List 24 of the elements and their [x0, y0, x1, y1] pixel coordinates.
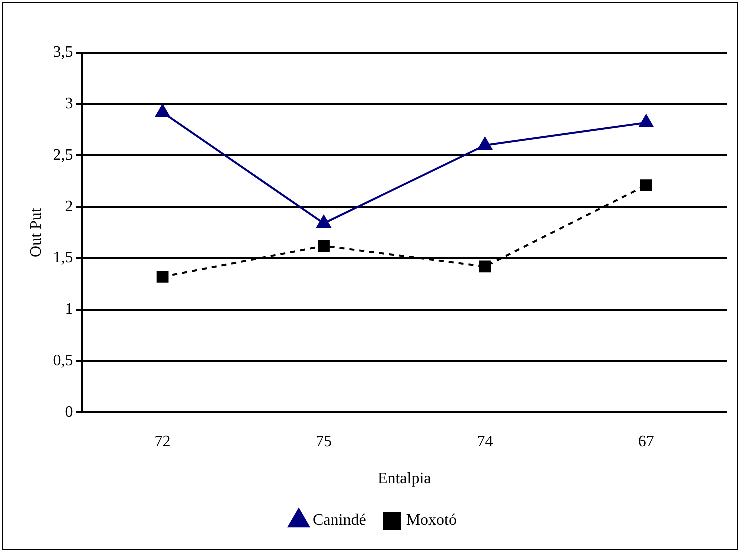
y-tick-label: 2	[65, 198, 74, 216]
y-tick-label: 1	[65, 301, 74, 318]
y-axis-title: Out Put	[28, 208, 45, 258]
point	[478, 137, 492, 150]
y-tick-label: 3	[65, 96, 74, 113]
x-tick-label: 67	[638, 433, 654, 450]
y-tick-label: 0,5	[53, 352, 74, 370]
point	[156, 271, 169, 283]
y-tick-label: 3,5	[53, 44, 74, 62]
point	[479, 260, 492, 273]
point	[640, 180, 652, 192]
point	[156, 104, 170, 118]
y-tick-label: 1,5	[53, 250, 74, 267]
legend-label: Moxotó	[406, 512, 457, 530]
point	[318, 240, 330, 252]
x-axis-title: Entalpia	[378, 470, 432, 488]
point	[316, 216, 332, 228]
point	[639, 114, 654, 128]
y-tick-label: 2,5	[53, 146, 74, 164]
x-tick-label: 74	[477, 433, 494, 450]
x-tick-label: 72	[154, 433, 171, 450]
legend-label: Canindé	[313, 512, 366, 530]
x-tick-label: 75	[316, 433, 332, 450]
y-tick-label: 0	[65, 404, 74, 421]
